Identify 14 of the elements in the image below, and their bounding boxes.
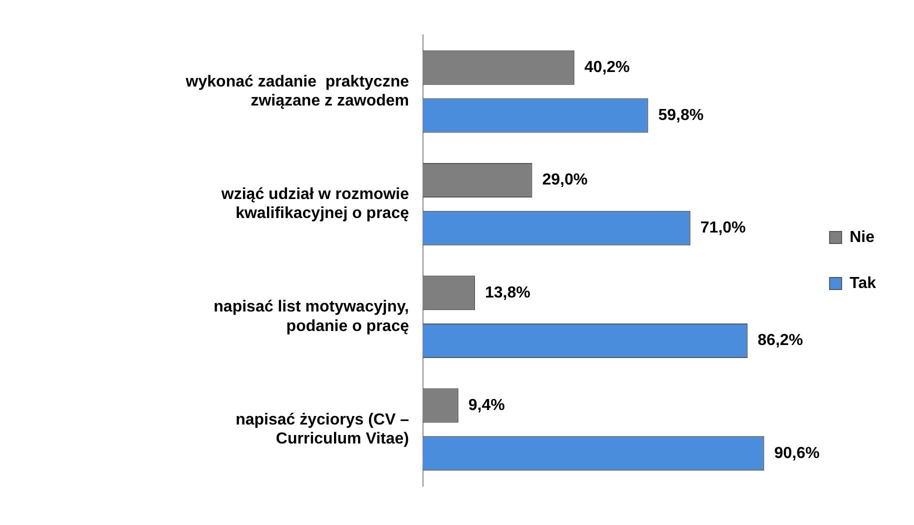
y-tick-label: wziąć udział w rozmowie kwalifikacyjnej o pracę <box>220 186 410 222</box>
data-label: 9,4% <box>468 396 505 414</box>
y-tick-label: napisać list motywacyjny, podanie o pracę <box>214 298 410 335</box>
data-label: 86,2% <box>758 332 804 350</box>
y-tick-label: wykonać zadanie praktyczne związane z zawodem <box>184 73 410 110</box>
legend-label: Tak <box>850 274 876 292</box>
data-label: 90,6% <box>774 444 820 462</box>
data-label: 13,8% <box>484 284 530 302</box>
data-label: 59,8% <box>658 106 704 124</box>
data-label: 71,0% <box>700 220 746 237</box>
legend-label: Nie <box>850 228 875 246</box>
data-label: 29,0% <box>542 172 588 189</box>
y-tick-label: napisać życiorys (CV – Curriculum Vitae) <box>236 411 410 448</box>
data-label: 40,2% <box>584 58 630 76</box>
